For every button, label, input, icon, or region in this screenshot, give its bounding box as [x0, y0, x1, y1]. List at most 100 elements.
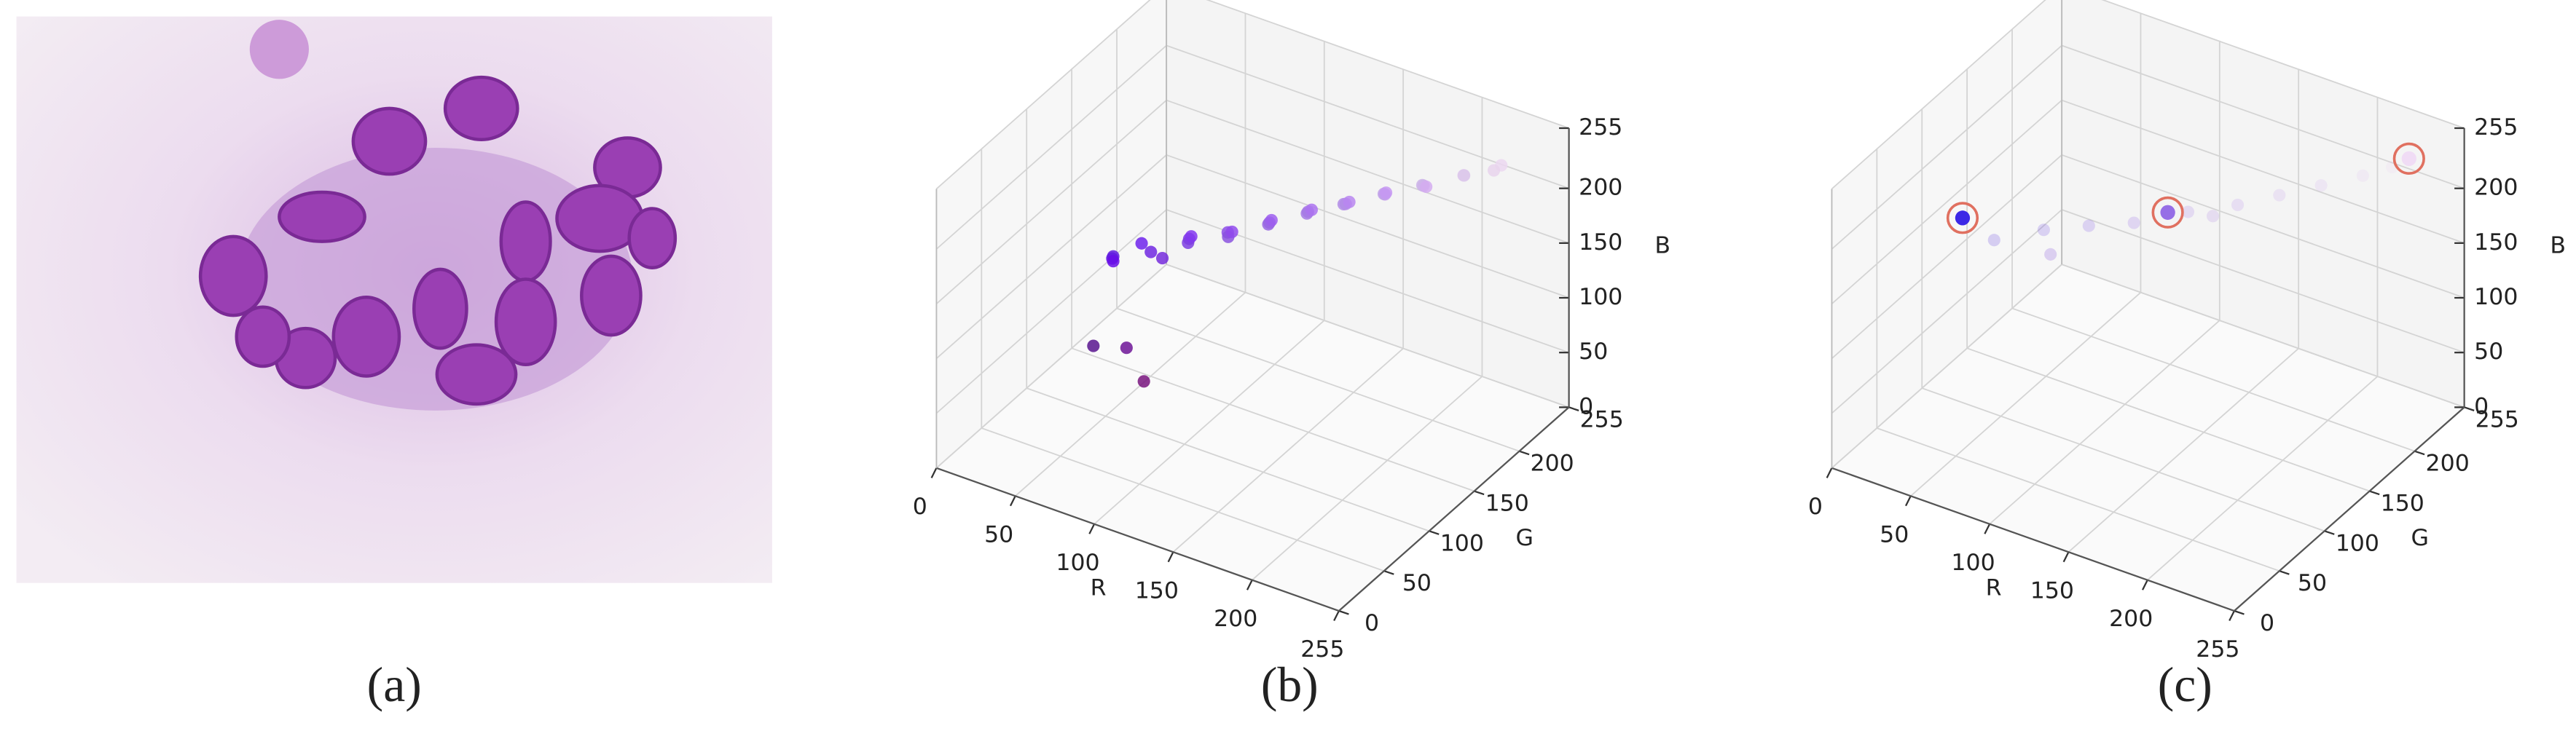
- grid-line: [1252, 376, 1483, 581]
- y-tick-label: 200: [1531, 451, 1574, 477]
- grid-line: [1166, 154, 1569, 299]
- grid-line: [935, 154, 1167, 360]
- tick-mark: [2324, 530, 2335, 535]
- highlight-ring: [2151, 196, 2184, 229]
- point: [1265, 213, 1278, 226]
- x-tick-label: 0: [913, 494, 927, 520]
- grid-line: [1166, 99, 1569, 244]
- point: [1380, 186, 1393, 199]
- point: [1458, 169, 1471, 182]
- grid-line: [1172, 347, 1404, 553]
- x-tick-label: 50: [984, 521, 1013, 548]
- tick-mark: [1167, 551, 1174, 563]
- z-tick-label: 0: [2474, 393, 2489, 419]
- grid-line: [1877, 427, 2280, 572]
- grid-line: [981, 427, 1385, 572]
- highlight-ring: [1946, 202, 1979, 234]
- point: [1185, 230, 1198, 243]
- y-axis-label: G: [1516, 525, 1534, 551]
- tick-mark: [1429, 530, 1440, 535]
- grid-line: [1831, 209, 2062, 414]
- point: [2273, 189, 2286, 202]
- grid-line: [1116, 307, 1520, 452]
- y-tick-label: 150: [2381, 491, 2424, 517]
- grid-line: [935, 264, 1167, 469]
- grid-line: [2101, 0, 2465, 129]
- grid-line: [1989, 320, 2220, 525]
- axis-line: [1831, 467, 2235, 612]
- tick-mark: [2062, 551, 2070, 563]
- tick-mark: [2229, 610, 2235, 622]
- x-tick-label: 100: [1056, 550, 1099, 576]
- point: [2037, 224, 2050, 237]
- grid-line: [2147, 376, 2379, 581]
- grid-line: [1966, 347, 2370, 492]
- tick-mark: [2141, 580, 2148, 590]
- x-tick-label: 50: [1880, 521, 1909, 548]
- grid-line: [935, 99, 1167, 304]
- grid-line: [1071, 347, 1474, 492]
- grid-line: [935, 0, 1151, 190]
- point: [1137, 375, 1150, 388]
- tick-mark: [2279, 570, 2290, 575]
- point: [2206, 210, 2220, 223]
- axis-line: [936, 467, 1340, 612]
- grid-line: [935, 44, 1167, 250]
- highlight-point: [1955, 210, 1971, 226]
- tick-mark: [1826, 467, 1833, 478]
- point: [2231, 198, 2245, 212]
- point: [2181, 205, 2195, 218]
- grid-line: [1015, 291, 1246, 497]
- grid-line: [1831, 154, 2062, 360]
- x-tick-label: 200: [2109, 606, 2153, 632]
- grid-line: [2061, 154, 2465, 299]
- pane: [936, 0, 1167, 468]
- x-axis-label: R: [1091, 575, 1107, 601]
- z-tick-label: 100: [1579, 284, 1622, 310]
- y-tick-label: 50: [2298, 570, 2327, 596]
- x-tick-label: 200: [1214, 606, 1257, 632]
- tick-mark: [1519, 450, 1530, 456]
- point: [1107, 255, 1120, 268]
- grid-line: [2061, 44, 2465, 189]
- tick-mark: [1088, 523, 1096, 534]
- point: [1087, 339, 1100, 352]
- grid-line: [2061, 99, 2465, 244]
- tick-mark: [1246, 580, 1253, 590]
- axis-line: [1338, 406, 1570, 612]
- z-axis-label: B: [1654, 232, 1670, 258]
- y-tick-label: 0: [2260, 610, 2274, 636]
- point: [1225, 225, 1238, 238]
- y-tick-label: 200: [2426, 451, 2470, 477]
- z-tick-label: 255: [2474, 114, 2518, 141]
- tick-mark: [930, 467, 938, 478]
- grid-line: [2061, 264, 2465, 408]
- y-tick-label: 100: [1440, 530, 1484, 556]
- y-axis-label: G: [2411, 525, 2429, 551]
- tick-mark: [1984, 523, 1991, 534]
- z-axis-label: B: [2550, 232, 2566, 258]
- point: [2356, 169, 2369, 182]
- highlight-ring: [2392, 142, 2425, 175]
- grid-line: [1831, 99, 2062, 304]
- tick-mark: [2234, 609, 2245, 615]
- caption: (c): [2158, 657, 2212, 712]
- grid-line: [1921, 387, 2325, 532]
- point: [1487, 164, 1501, 177]
- y-tick-label: 100: [2336, 530, 2379, 556]
- x-tick-label: 150: [2030, 577, 2074, 604]
- grid-line: [1910, 291, 2142, 497]
- point: [1120, 341, 1133, 355]
- tick-mark: [1338, 609, 1349, 615]
- point: [1420, 180, 1433, 194]
- tick-mark: [2369, 490, 2380, 496]
- x-axis-label: R: [1986, 575, 2002, 601]
- point: [2127, 216, 2140, 229]
- pane: [1831, 0, 2062, 468]
- z-tick-label: 50: [2474, 339, 2503, 365]
- point: [2314, 179, 2328, 192]
- y-tick-label: 255: [2475, 406, 2519, 432]
- grid-line: [1166, 264, 1569, 408]
